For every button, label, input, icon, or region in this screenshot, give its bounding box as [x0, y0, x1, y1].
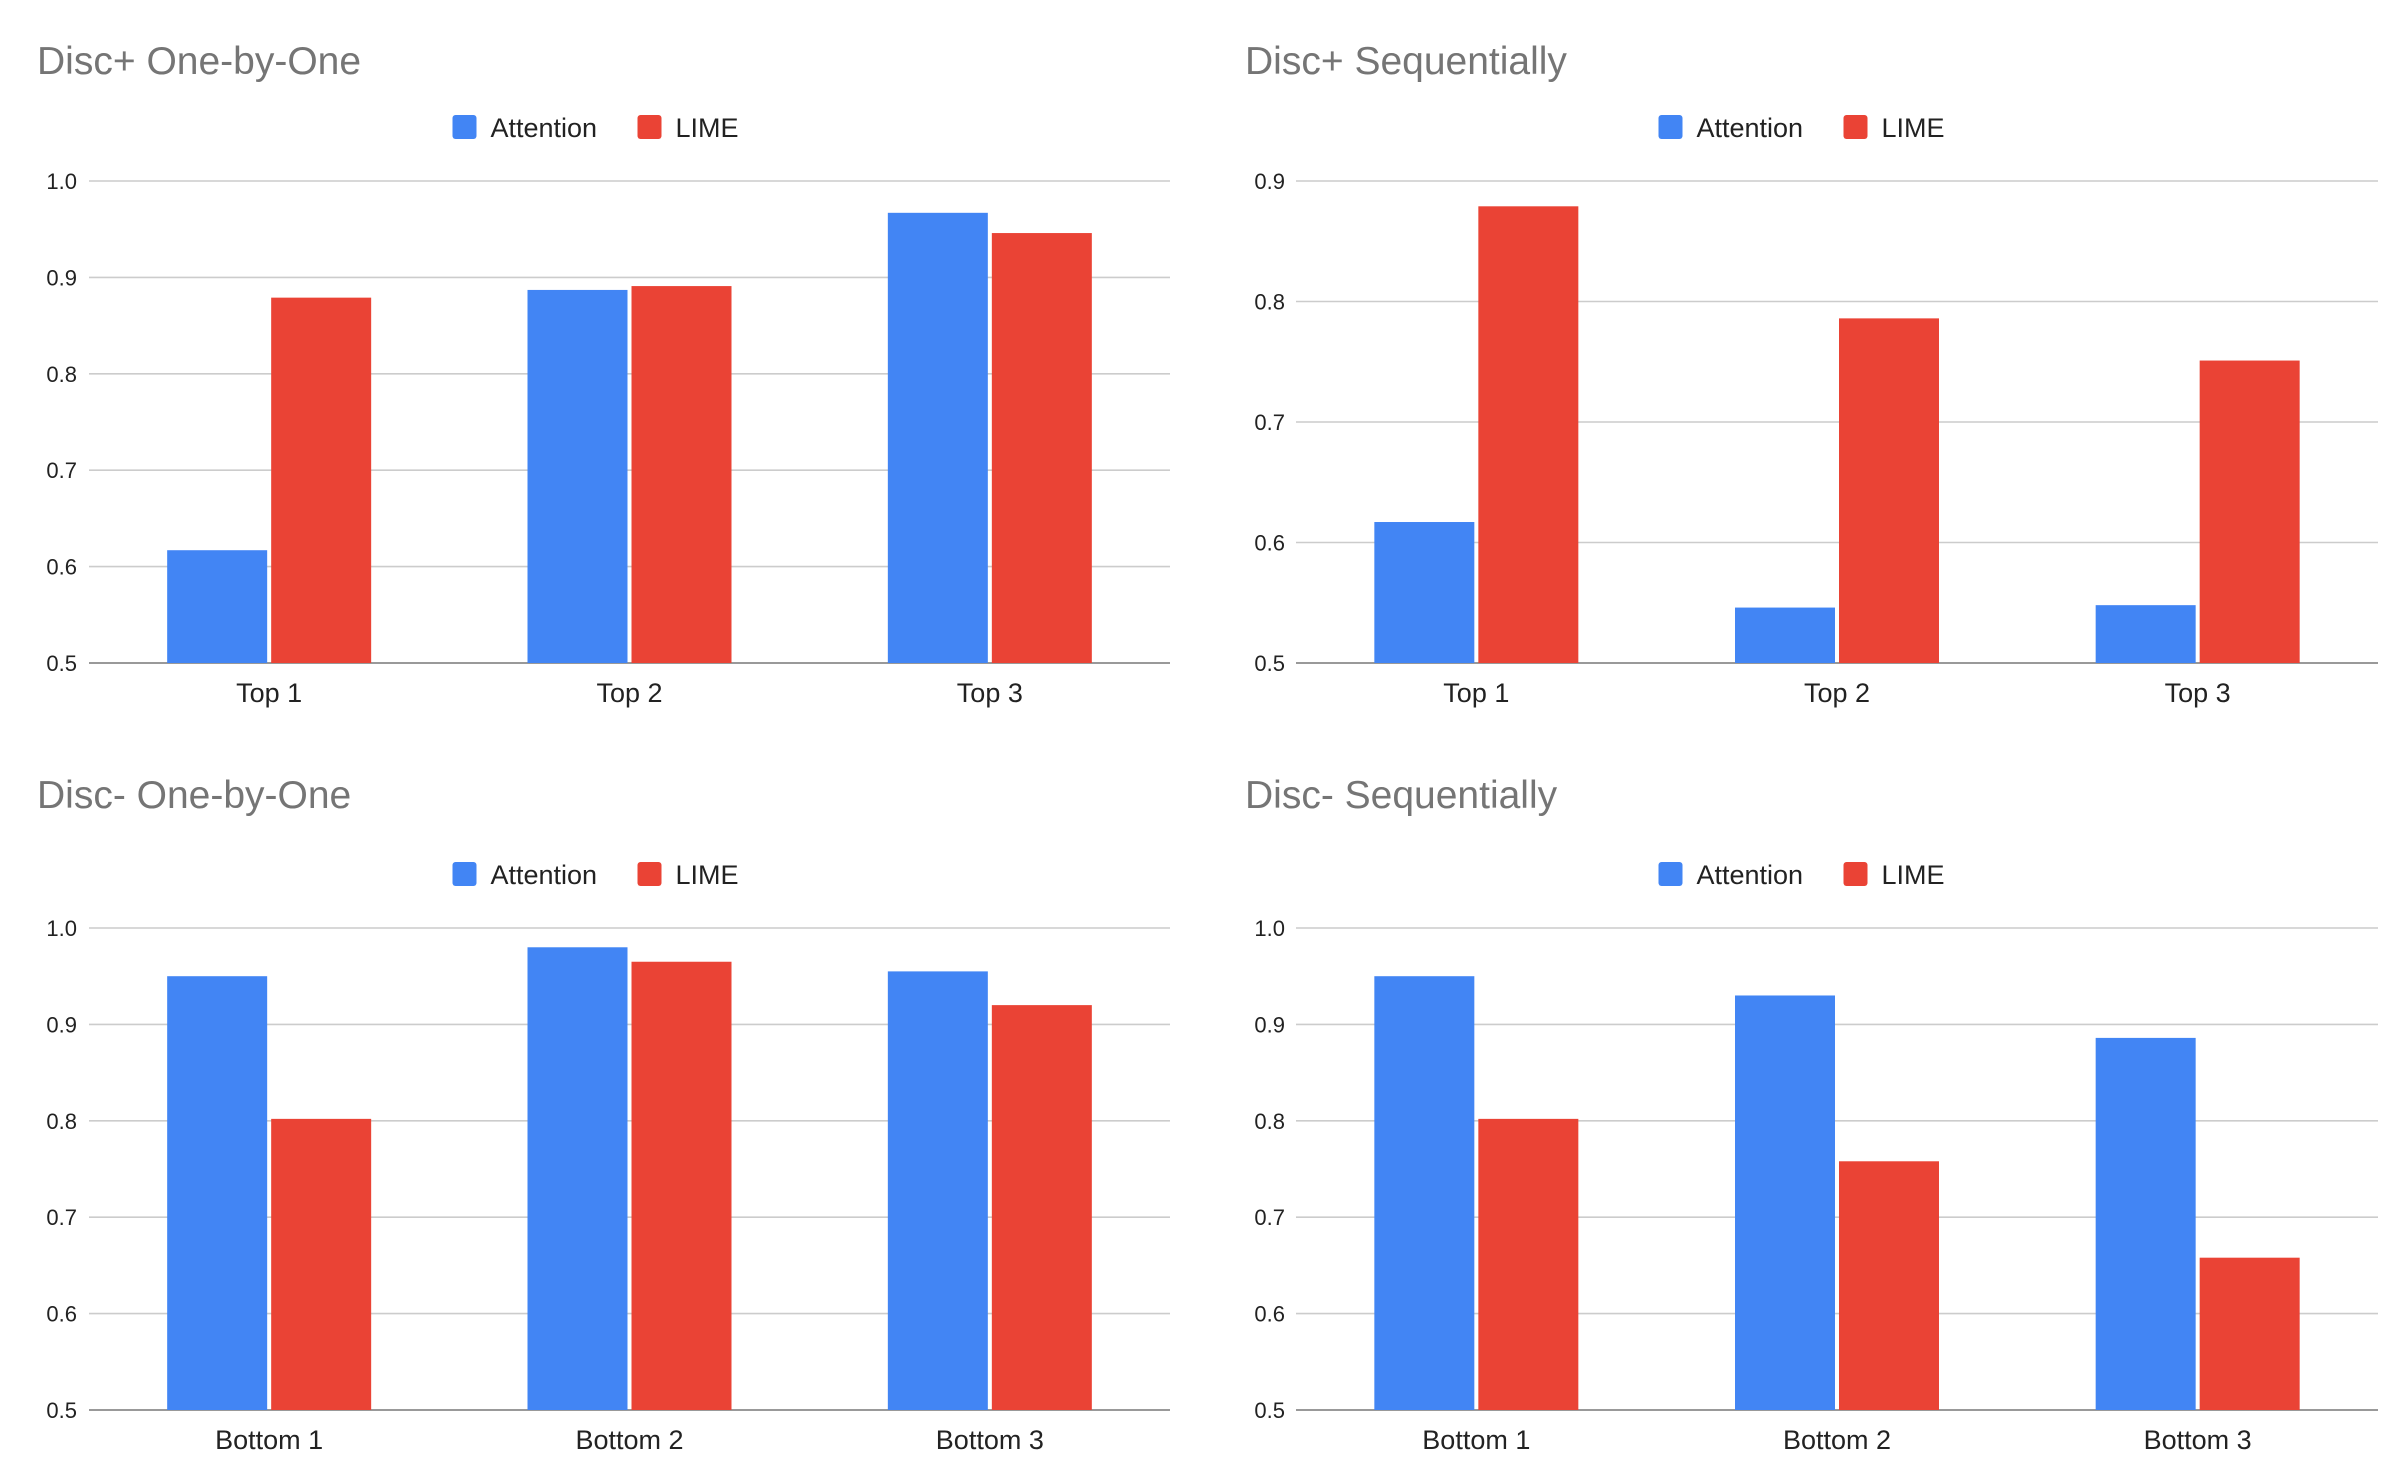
legend-label-lime: LIME [676, 113, 739, 143]
legend-label-attention: Attention [1697, 113, 1804, 143]
y-tick-label: 0.9 [1254, 1012, 1285, 1037]
y-tick-label: 0.9 [1254, 169, 1285, 194]
bar-attention-top-1 [1374, 522, 1475, 663]
x-tick-label: Bottom 3 [936, 1425, 1044, 1455]
x-tick-label: Top 1 [1443, 678, 1509, 708]
legend: Attention LIME [452, 113, 739, 143]
y-tick-label: 1.0 [46, 169, 77, 194]
legend-swatch-attention [452, 115, 477, 139]
y-tick-label: 0.8 [46, 1109, 77, 1134]
bar-lime-bottom-1 [1478, 1118, 1579, 1410]
legend-swatch-lime [637, 115, 662, 139]
bar-lime-top-1 [1478, 206, 1579, 663]
legend-swatch-lime [1843, 862, 1868, 886]
y-tick-label: 0.6 [46, 1302, 77, 1327]
legend-label-lime: LIME [1882, 860, 1945, 890]
x-tick-label: Bottom 3 [2144, 1425, 2252, 1455]
y-tick-label: 0.6 [46, 555, 77, 580]
chart-svg: Disc+ One-by-One Attention LIME 0.5 0.6 0.7 0… [37, 40, 1170, 708]
bar-attention-bottom-2 [527, 947, 628, 1410]
x-tick-label: Top 3 [2165, 678, 2231, 708]
y-tick-label: 0.7 [46, 1205, 77, 1230]
bar-lime-bottom-3 [2199, 1257, 2300, 1410]
legend: Attention LIME [1658, 860, 1945, 890]
legend: Attention LIME [452, 860, 739, 890]
x-tick-label: Bottom 1 [1422, 1425, 1530, 1455]
x-tick-label: Top 2 [1804, 678, 1870, 708]
y-tick-label: 0.9 [46, 1012, 77, 1037]
bar-attention-bottom-3 [887, 971, 988, 1410]
bar-attention-bottom-3 [2095, 1037, 2196, 1410]
y-tick-label: 0.5 [1254, 1398, 1285, 1423]
x-tick-label: Top 2 [596, 678, 662, 708]
y-tick-label: 0.8 [1254, 1109, 1285, 1134]
bar-lime-top-2 [1839, 318, 1939, 663]
legend-swatch-attention [452, 862, 477, 886]
bar-attention-bottom-1 [1374, 976, 1475, 1410]
bar-attention-top-1 [167, 550, 268, 663]
y-tick-label: 1.0 [46, 916, 77, 941]
legend-swatch-lime [1843, 115, 1868, 139]
y-tick-label: 0.8 [46, 362, 77, 387]
y-tick-label: 0.5 [46, 1398, 77, 1423]
legend-swatch-attention [1658, 862, 1683, 886]
chart-svg: Disc- One-by-One Attention LIME 0.5 0.6 0.7 0… [37, 774, 1170, 1455]
y-tick-label: 1.0 [1254, 916, 1285, 941]
bar-attention-bottom-2 [1735, 995, 1835, 1410]
bar-lime-top-2 [631, 286, 732, 663]
chart-title: Disc+ One-by-One [37, 40, 361, 83]
legend-swatch-attention [1658, 115, 1683, 139]
bar-attention-top-2 [1735, 607, 1835, 663]
legend-label-attention: Attention [1697, 860, 1804, 890]
y-tick-label: 0.5 [1254, 651, 1285, 676]
y-tick-label: 0.7 [46, 458, 77, 483]
y-tick-label: 0.6 [1254, 1302, 1285, 1327]
legend: Attention LIME [1658, 113, 1945, 143]
bar-lime-top-3 [991, 233, 1092, 663]
bar-attention-top-3 [887, 212, 988, 663]
legend-swatch-lime [637, 862, 662, 886]
chart-svg: Disc+ Sequentially Attention LIME 0.5 0.6 0.… [1245, 40, 2378, 708]
bar-lime-bottom-2 [631, 961, 732, 1410]
y-tick-label: 0.5 [46, 651, 77, 676]
chart-title: Disc- One-by-One [37, 774, 351, 817]
legend-label-attention: Attention [491, 860, 598, 890]
chart-disc-minus-one-by-one: Disc- One-by-One Attention LIME 0.5 0.6 0.7 0… [0, 742, 1200, 1484]
y-tick-label: 0.6 [1254, 531, 1285, 556]
x-tick-label: Top 3 [957, 678, 1023, 708]
chart-disc-minus-sequentially: Disc- Sequentially Attention LIME 0.5 0.6 0.… [1200, 742, 2400, 1484]
chart-title: Disc+ Sequentially [1245, 40, 1567, 83]
y-tick-label: 0.8 [1254, 290, 1285, 315]
bar-lime-bottom-1 [271, 1118, 372, 1410]
y-tick-label: 0.7 [1254, 1205, 1285, 1230]
x-tick-label: Bottom 1 [215, 1425, 323, 1455]
chart-disc-plus-sequentially: Disc+ Sequentially Attention LIME 0.5 0.6 0.… [1200, 0, 2400, 742]
bar-lime-bottom-2 [1839, 1161, 1939, 1410]
legend-label-lime: LIME [676, 860, 739, 890]
bar-attention-top-2 [527, 289, 628, 663]
bar-lime-top-1 [271, 297, 372, 663]
legend-label-lime: LIME [1882, 113, 1945, 143]
chart-svg: Disc- Sequentially Attention LIME 0.5 0.6 0.… [1245, 774, 2378, 1455]
bar-lime-top-3 [2199, 360, 2300, 663]
chart-disc-plus-one-by-one: Disc+ One-by-One Attention LIME 0.5 0.6 0.7 0… [0, 0, 1200, 742]
y-tick-label: 0.7 [1254, 410, 1285, 435]
x-tick-label: Top 1 [236, 678, 302, 708]
bar-lime-bottom-3 [991, 1005, 1092, 1410]
legend-label-attention: Attention [491, 113, 598, 143]
chart-title: Disc- Sequentially [1245, 774, 1558, 817]
bar-attention-top-3 [2095, 605, 2196, 663]
x-tick-label: Bottom 2 [1783, 1425, 1891, 1455]
y-tick-label: 0.9 [46, 265, 77, 290]
x-tick-label: Bottom 2 [575, 1425, 683, 1455]
bar-attention-bottom-1 [167, 976, 268, 1410]
